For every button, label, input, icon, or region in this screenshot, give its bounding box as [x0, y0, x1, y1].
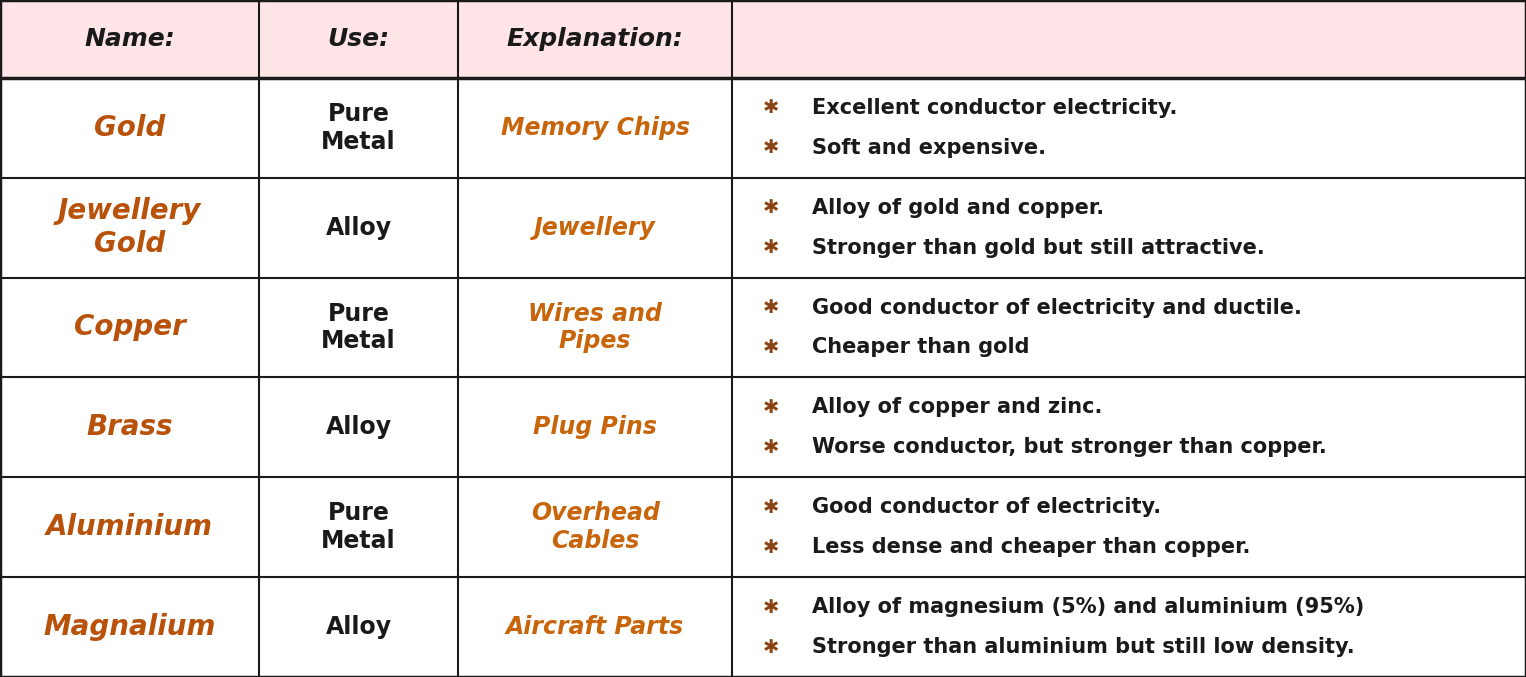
Text: Alloy of gold and copper.: Alloy of gold and copper.: [812, 198, 1103, 218]
Text: Magnalium: Magnalium: [44, 613, 215, 641]
Text: Stronger than aluminium but still low density.: Stronger than aluminium but still low de…: [812, 637, 1355, 657]
Text: Pure
Metal: Pure Metal: [322, 501, 395, 553]
Text: Plug Pins: Plug Pins: [533, 416, 658, 439]
Bar: [0, 0, 1526, 78]
Bar: [0, 278, 1526, 377]
Bar: [0, 78, 1526, 177]
Text: Excellent conductor electricity.: Excellent conductor electricity.: [812, 97, 1177, 118]
Text: Jewellery: Jewellery: [534, 216, 656, 240]
Bar: [0, 477, 1526, 577]
Text: Alloy: Alloy: [325, 216, 392, 240]
Text: Less dense and cheaper than copper.: Less dense and cheaper than copper.: [812, 537, 1250, 557]
Text: Alloy: Alloy: [325, 615, 392, 639]
Text: Good conductor of electricity.: Good conductor of electricity.: [812, 497, 1161, 517]
Text: Memory Chips: Memory Chips: [501, 116, 690, 139]
Text: ✱: ✱: [763, 498, 778, 517]
Bar: [0, 378, 1526, 477]
Text: ✱: ✱: [763, 638, 778, 657]
Text: Alloy of magnesium (5%) and aluminium (95%): Alloy of magnesium (5%) and aluminium (9…: [812, 597, 1364, 617]
Text: ✱: ✱: [763, 598, 778, 617]
Text: Aircraft Parts: Aircraft Parts: [507, 615, 684, 639]
Text: Explanation:: Explanation:: [507, 27, 684, 51]
Bar: [0, 577, 1526, 677]
Text: Use:: Use:: [328, 27, 389, 51]
Text: Soft and expensive.: Soft and expensive.: [812, 137, 1045, 158]
Text: Copper: Copper: [73, 313, 186, 341]
Text: Brass: Brass: [87, 414, 172, 441]
Bar: [0, 177, 1526, 278]
Text: Cheaper than gold: Cheaper than gold: [812, 337, 1030, 357]
Text: ✱: ✱: [763, 238, 778, 257]
Text: Gold: Gold: [95, 114, 165, 141]
Text: Pure
Metal: Pure Metal: [322, 301, 395, 353]
Text: Worse conductor, but stronger than copper.: Worse conductor, but stronger than coppe…: [812, 437, 1326, 458]
Text: Name:: Name:: [84, 27, 175, 51]
Text: ✱: ✱: [763, 138, 778, 157]
Text: Stronger than gold but still attractive.: Stronger than gold but still attractive.: [812, 238, 1265, 258]
Text: ✱: ✱: [763, 398, 778, 417]
Text: Good conductor of electricity and ductile.: Good conductor of electricity and ductil…: [812, 297, 1302, 318]
Text: ✱: ✱: [763, 198, 778, 217]
Text: Pure
Metal: Pure Metal: [322, 102, 395, 154]
Text: Wires and
Pipes: Wires and Pipes: [528, 301, 662, 353]
Text: Alloy: Alloy: [325, 416, 392, 439]
Text: Aluminium: Aluminium: [46, 513, 214, 541]
Text: ✱: ✱: [763, 438, 778, 457]
Text: ✱: ✱: [763, 98, 778, 117]
Text: ✱: ✱: [763, 338, 778, 357]
Text: Alloy of copper and zinc.: Alloy of copper and zinc.: [812, 397, 1102, 418]
Text: Overhead
Cables: Overhead Cables: [531, 501, 659, 553]
Text: ✱: ✱: [763, 538, 778, 556]
Text: Jewellery
Gold: Jewellery Gold: [58, 198, 201, 258]
Text: ✱: ✱: [763, 298, 778, 317]
